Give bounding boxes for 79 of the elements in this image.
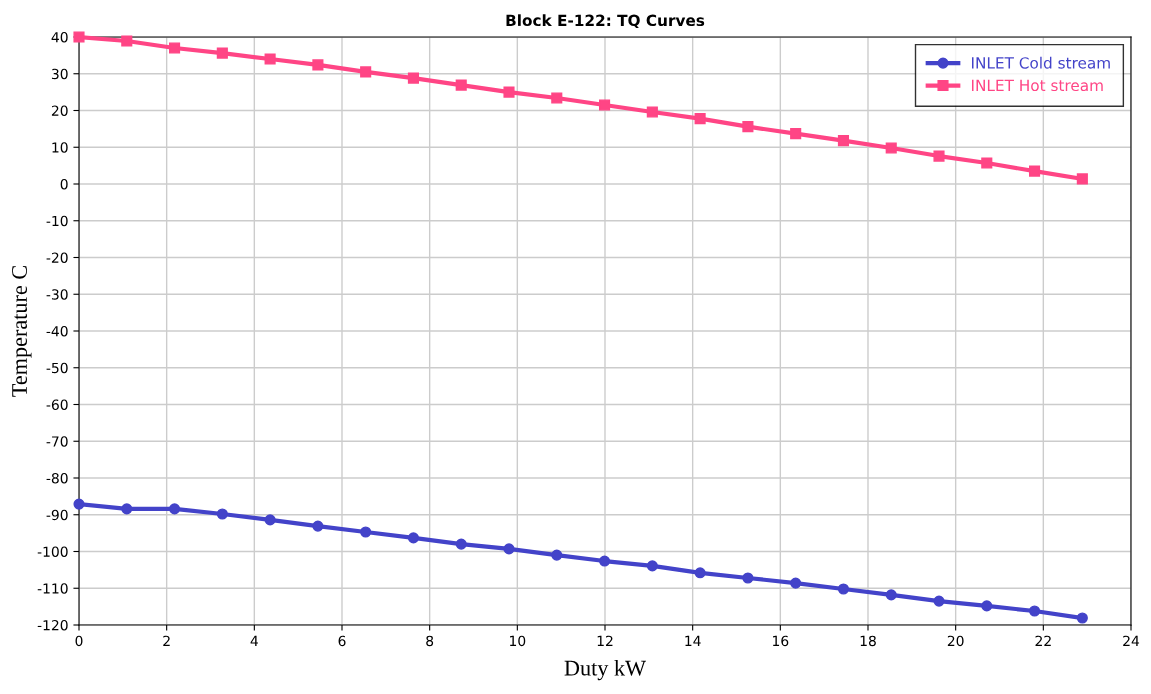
point (169, 42, 181, 54)
point (933, 595, 945, 607)
point (503, 543, 515, 555)
point (981, 157, 993, 169)
point (73, 498, 85, 510)
y-tick-label: -120 (37, 619, 68, 631)
x-tick-label: 8 (426, 635, 434, 647)
y-tick-label: 20 (51, 105, 68, 116)
point (551, 549, 563, 561)
point (407, 72, 420, 84)
x-tick-label: 20 (947, 635, 964, 647)
y-tick-label: -40 (46, 325, 68, 337)
point (264, 514, 276, 526)
point (121, 503, 133, 515)
x-tick-label: 16 (773, 635, 789, 647)
y-tick-label: 0 (60, 178, 68, 190)
point (360, 66, 372, 78)
x-tick-label: 2 (163, 635, 170, 646)
point (121, 35, 133, 47)
point (455, 79, 467, 91)
legend-label: INLET Hot stream (972, 79, 1103, 92)
x-tick-label: 24 (1123, 635, 1140, 646)
x-tick-label: 12 (597, 635, 613, 646)
x-tick-label: 14 (685, 635, 701, 646)
point (216, 47, 228, 59)
y-tick-label: 10 (52, 142, 68, 153)
point (742, 121, 754, 133)
point (312, 59, 324, 71)
point (837, 583, 850, 595)
y-tick-label: -80 (46, 472, 68, 484)
point (455, 538, 467, 550)
point (360, 526, 372, 538)
point (216, 508, 228, 520)
point (551, 92, 563, 104)
y-axis-title: Temperature C (12, 266, 32, 397)
y-tick-label: -100 (37, 546, 68, 557)
point (1029, 605, 1041, 617)
y-tick-label: -90 (46, 509, 68, 521)
point (885, 142, 897, 154)
point (1076, 173, 1088, 185)
x-tick-label: 18 (860, 635, 876, 647)
point (790, 577, 802, 589)
point (933, 150, 945, 162)
chart-title: Block E-122: TQ Curves (506, 14, 705, 29)
y-tick-label: -50 (46, 362, 68, 374)
y-tick-label: -110 (37, 583, 68, 594)
point (646, 106, 658, 118)
point (694, 567, 706, 579)
point (790, 128, 802, 140)
point (407, 532, 420, 544)
x-tick-label: 4 (250, 635, 258, 646)
point (599, 555, 611, 567)
point (1076, 612, 1088, 624)
point (312, 520, 324, 532)
x-tick-label: 22 (1035, 635, 1051, 646)
point (837, 135, 850, 147)
point (885, 589, 897, 601)
y-tick-label: -30 (46, 289, 68, 300)
y-tick-label: -20 (46, 252, 68, 263)
y-tick-label: -70 (46, 436, 68, 447)
x-tick-label: 6 (338, 635, 346, 647)
y-tick-label: 30 (51, 68, 68, 80)
legend-label: INLET Cold stream (972, 56, 1110, 69)
point (503, 86, 515, 98)
x-axis-title: Duty kW (564, 659, 646, 681)
point (1029, 165, 1041, 177)
point (264, 53, 276, 65)
point (646, 560, 658, 572)
point (169, 503, 181, 515)
point (694, 113, 706, 125)
x-tick-label: 0 (75, 635, 83, 647)
point (742, 572, 754, 584)
point (981, 600, 993, 612)
y-tick-label: -10 (46, 215, 68, 227)
x-tick-label: 10 (510, 635, 526, 647)
y-tick-label: 40 (51, 31, 68, 43)
point (599, 99, 611, 111)
y-tick-label: -60 (46, 399, 68, 410)
point (73, 31, 85, 43)
